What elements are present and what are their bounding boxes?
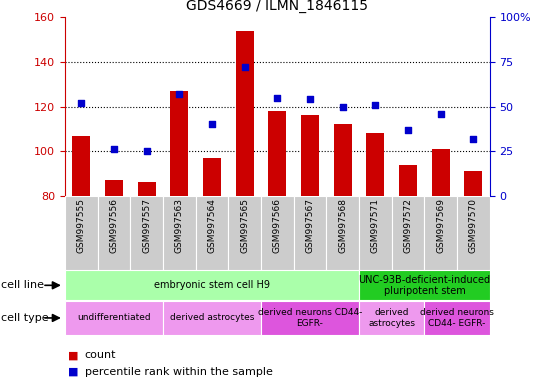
- Bar: [359, 196, 391, 270]
- Text: GSM997571: GSM997571: [371, 198, 380, 253]
- Bar: [327, 196, 359, 270]
- Text: GSM997567: GSM997567: [306, 198, 314, 253]
- Text: GSM997569: GSM997569: [436, 198, 445, 253]
- Point: [469, 136, 478, 142]
- Text: UNC-93B-deficient-induced
pluripotent stem: UNC-93B-deficient-induced pluripotent st…: [358, 275, 490, 296]
- Point: [371, 102, 380, 108]
- Bar: [432, 149, 450, 196]
- Text: embryonic stem cell H9: embryonic stem cell H9: [154, 280, 270, 290]
- Text: GSM997557: GSM997557: [142, 198, 151, 253]
- Point: [403, 127, 412, 133]
- Bar: [105, 180, 123, 196]
- Bar: [138, 182, 156, 196]
- Point: [273, 94, 282, 101]
- Bar: [130, 196, 163, 270]
- Bar: [359, 270, 490, 300]
- Bar: [391, 196, 424, 270]
- Bar: [65, 270, 359, 300]
- Point: [306, 96, 314, 103]
- Bar: [301, 116, 319, 196]
- Text: derived neurons
CD44- EGFR-: derived neurons CD44- EGFR-: [420, 308, 494, 328]
- Bar: [163, 196, 195, 270]
- Bar: [72, 136, 90, 196]
- Bar: [170, 91, 188, 196]
- Text: percentile rank within the sample: percentile rank within the sample: [85, 367, 272, 377]
- Bar: [261, 196, 294, 270]
- Text: GSM997568: GSM997568: [338, 198, 347, 253]
- Bar: [334, 124, 352, 196]
- Point: [339, 104, 347, 110]
- Bar: [228, 196, 261, 270]
- Bar: [65, 301, 163, 335]
- Point: [240, 64, 249, 70]
- Text: GSM997565: GSM997565: [240, 198, 249, 253]
- Point: [436, 111, 445, 117]
- Text: derived neurons CD44-
EGFR-: derived neurons CD44- EGFR-: [258, 308, 362, 328]
- Text: GSM997566: GSM997566: [273, 198, 282, 253]
- Bar: [399, 165, 417, 196]
- Text: GSM997570: GSM997570: [469, 198, 478, 253]
- Text: ■: ■: [68, 350, 79, 360]
- Text: GSM997555: GSM997555: [77, 198, 86, 253]
- Point: [143, 148, 151, 154]
- Text: derived
astrocytes: derived astrocytes: [368, 308, 416, 328]
- Bar: [269, 111, 286, 196]
- Point: [175, 91, 183, 97]
- Bar: [163, 301, 261, 335]
- Point: [207, 121, 216, 127]
- Title: GDS4669 / ILMN_1846115: GDS4669 / ILMN_1846115: [186, 0, 369, 13]
- Bar: [424, 301, 490, 335]
- Bar: [366, 133, 384, 196]
- Bar: [465, 171, 483, 196]
- Bar: [203, 158, 221, 196]
- Text: cell line: cell line: [1, 280, 44, 290]
- Bar: [261, 301, 359, 335]
- Bar: [98, 196, 130, 270]
- Text: count: count: [85, 350, 116, 360]
- Text: GSM997563: GSM997563: [175, 198, 184, 253]
- Text: derived astrocytes: derived astrocytes: [170, 313, 254, 323]
- Text: GSM997572: GSM997572: [403, 198, 413, 253]
- Point: [77, 100, 86, 106]
- Bar: [294, 196, 327, 270]
- Bar: [359, 301, 424, 335]
- Point: [110, 146, 118, 152]
- Text: GSM997556: GSM997556: [110, 198, 118, 253]
- Bar: [236, 31, 254, 196]
- Bar: [424, 196, 457, 270]
- Text: undifferentiated: undifferentiated: [77, 313, 151, 323]
- Bar: [65, 196, 98, 270]
- Bar: [457, 196, 490, 270]
- Text: cell type: cell type: [1, 313, 49, 323]
- Text: ■: ■: [68, 367, 79, 377]
- Text: GSM997564: GSM997564: [207, 198, 217, 253]
- Bar: [195, 196, 228, 270]
